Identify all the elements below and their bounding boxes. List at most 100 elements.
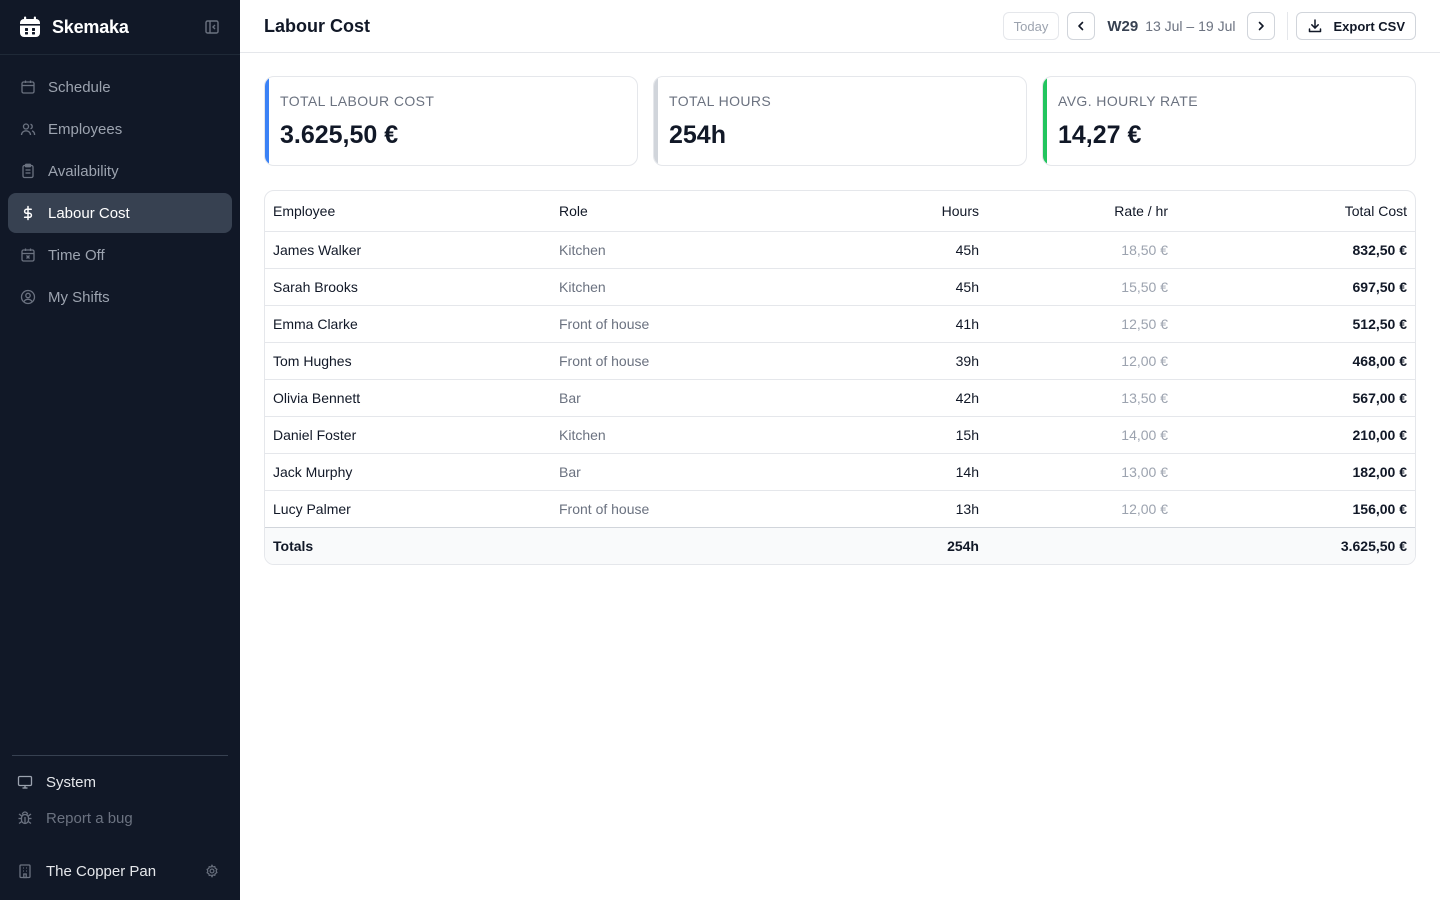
- users-icon: [20, 121, 36, 137]
- main-content: Labour Cost Today W29 13 Jul – 19 Jul: [240, 0, 1440, 900]
- employee-rate: 13,50 €: [987, 378, 1176, 416]
- employee-hours: 14h: [837, 452, 987, 490]
- system-theme-button[interactable]: System: [12, 764, 228, 800]
- gear-icon[interactable]: [204, 863, 220, 879]
- top-bar: Labour Cost Today W29 13 Jul – 19 Jul: [240, 0, 1440, 53]
- employee-hours: 45h: [837, 267, 987, 305]
- table-row[interactable]: Sarah Brooks Kitchen 45h 15,50 € 697,50 …: [265, 267, 1415, 305]
- table-row[interactable]: Olivia Bennett Bar 42h 13,50 € 567,00 €: [265, 378, 1415, 416]
- totals-role-empty: [551, 526, 837, 564]
- monitor-icon: [16, 773, 34, 791]
- sidebar-item-label: Time Off: [48, 246, 105, 264]
- table-row[interactable]: Jack Murphy Bar 14h 13,00 € 182,00 €: [265, 452, 1415, 490]
- employee-name: Daniel Foster: [265, 415, 551, 453]
- column-header-rate[interactable]: Rate / hr: [1114, 202, 1168, 219]
- calendar-x-icon: [20, 247, 36, 263]
- week-date-range: 13 Jul – 19 Jul: [1145, 17, 1236, 34]
- sidebar-item-label: Availability: [48, 162, 119, 180]
- employee-hours: 15h: [837, 415, 987, 453]
- column-header-total-cost[interactable]: Total Cost: [1344, 202, 1407, 219]
- sidebar-item-time-off[interactable]: Time Off: [8, 235, 232, 275]
- toolbar-divider: [1287, 12, 1289, 40]
- employee-rate: 13,00 €: [987, 452, 1176, 490]
- employee-name: Lucy Palmer: [265, 489, 551, 527]
- clipboard-icon: [20, 163, 36, 179]
- app-name: Skemaka: [52, 16, 129, 37]
- employee-hours: 13h: [837, 489, 987, 527]
- employee-total-cost: 512,50 €: [1176, 304, 1415, 342]
- employee-role: Kitchen: [551, 230, 837, 268]
- report-bug-link[interactable]: Report a bug: [12, 800, 228, 836]
- sidebar-item-label: Schedule: [48, 78, 111, 96]
- employee-role: Kitchen: [551, 267, 837, 305]
- today-button[interactable]: Today: [1002, 12, 1060, 40]
- sidebar-item-label: My Shifts: [48, 288, 110, 306]
- employee-hours: 41h: [837, 304, 987, 342]
- total-hours-card: Total Hours 254h: [653, 76, 1027, 166]
- sidebar-footer: System Report a bug: [12, 755, 228, 880]
- sidebar-item-label: Labour Cost: [48, 204, 130, 222]
- stat-label: Total Hours: [669, 93, 772, 109]
- download-icon: [1307, 18, 1323, 34]
- employee-name: Emma Clarke: [265, 304, 551, 342]
- stat-value: 254h: [669, 121, 726, 149]
- labour-cost-table: Employee Role Hours Rate / hr Total Cost…: [264, 190, 1416, 565]
- table-row[interactable]: Lucy Palmer Front of house 13h 12,00 € 1…: [265, 489, 1415, 527]
- employee-rate: 18,50 €: [987, 230, 1176, 268]
- totals-row: Totals 254h 3.625,50 €: [265, 526, 1415, 564]
- column-header-hours[interactable]: Hours: [941, 202, 979, 219]
- sidebar-item-label: Employees: [48, 120, 123, 138]
- stat-label: Avg. Hourly Rate: [1058, 93, 1198, 109]
- org-switcher[interactable]: The Copper Pan: [12, 853, 228, 889]
- employee-role: Front of house: [551, 304, 837, 342]
- sidebar-nav: Schedule Employees Availability: [0, 55, 240, 331]
- employee-total-cost: 468,00 €: [1176, 341, 1415, 379]
- employee-rate: 15,50 €: [987, 267, 1176, 305]
- brand-header: Skemaka: [0, 0, 240, 55]
- week-navigation: Today W29 13 Jul – 19 Jul: [1002, 12, 1416, 40]
- employee-total-cost: 182,00 €: [1176, 452, 1415, 490]
- employee-hours: 45h: [837, 230, 987, 268]
- sidebar-item-employees[interactable]: Employees: [8, 109, 232, 149]
- employee-hours: 39h: [837, 341, 987, 379]
- stat-value: 3.625,50 €: [280, 121, 399, 149]
- building-icon: [16, 862, 34, 880]
- summary-cards: Total Labour Cost 3.625,50 € Total Hours…: [264, 76, 1416, 166]
- calendar-logo-icon: [18, 15, 42, 39]
- stat-value: 14,27 €: [1058, 121, 1142, 149]
- employee-name: James Walker: [265, 230, 551, 268]
- column-header-employee[interactable]: Employee: [273, 202, 336, 219]
- week-label: W29 13 Jul – 19 Jul: [1107, 18, 1235, 35]
- employee-role: Kitchen: [551, 415, 837, 453]
- previous-week-button[interactable]: [1067, 12, 1096, 40]
- page-title: Labour Cost: [264, 15, 370, 36]
- employee-role: Bar: [551, 378, 837, 416]
- table-header-row: Employee Role Hours Rate / hr Total Cost: [265, 191, 1415, 231]
- sidebar-item-schedule[interactable]: Schedule: [8, 67, 232, 107]
- sidebar-item-my-shifts[interactable]: My Shifts: [8, 277, 232, 317]
- dollar-icon: [20, 205, 36, 221]
- column-header-role[interactable]: Role: [559, 202, 588, 219]
- totals-rate-empty: [987, 526, 1176, 564]
- sidebar-collapse-icon[interactable]: [202, 17, 222, 37]
- totals-hours: 254h: [837, 526, 987, 564]
- bug-icon: [16, 809, 34, 827]
- week-number: W29: [1107, 17, 1139, 35]
- employee-rate: 14,00 €: [987, 415, 1176, 453]
- totals-label: Totals: [265, 526, 551, 564]
- sidebar-item-labour-cost[interactable]: Labour Cost: [8, 193, 232, 233]
- sidebar-item-availability[interactable]: Availability: [8, 151, 232, 191]
- employee-rate: 12,00 €: [987, 489, 1176, 527]
- table-row[interactable]: Tom Hughes Front of house 39h 12,00 € 46…: [265, 341, 1415, 379]
- employee-total-cost: 567,00 €: [1176, 378, 1415, 416]
- next-week-button[interactable]: [1247, 12, 1276, 40]
- employee-name: Sarah Brooks: [265, 267, 551, 305]
- chevron-left-icon: [1075, 20, 1087, 32]
- table-row[interactable]: James Walker Kitchen 45h 18,50 € 832,50 …: [265, 230, 1415, 268]
- table-row[interactable]: Emma Clarke Front of house 41h 12,50 € 5…: [265, 304, 1415, 342]
- calendar-icon: [20, 79, 36, 95]
- table-row[interactable]: Daniel Foster Kitchen 15h 14,00 € 210,00…: [265, 415, 1415, 453]
- employee-hours: 42h: [837, 378, 987, 416]
- chevron-right-icon: [1255, 20, 1267, 32]
- export-csv-button[interactable]: Export CSV: [1296, 12, 1416, 40]
